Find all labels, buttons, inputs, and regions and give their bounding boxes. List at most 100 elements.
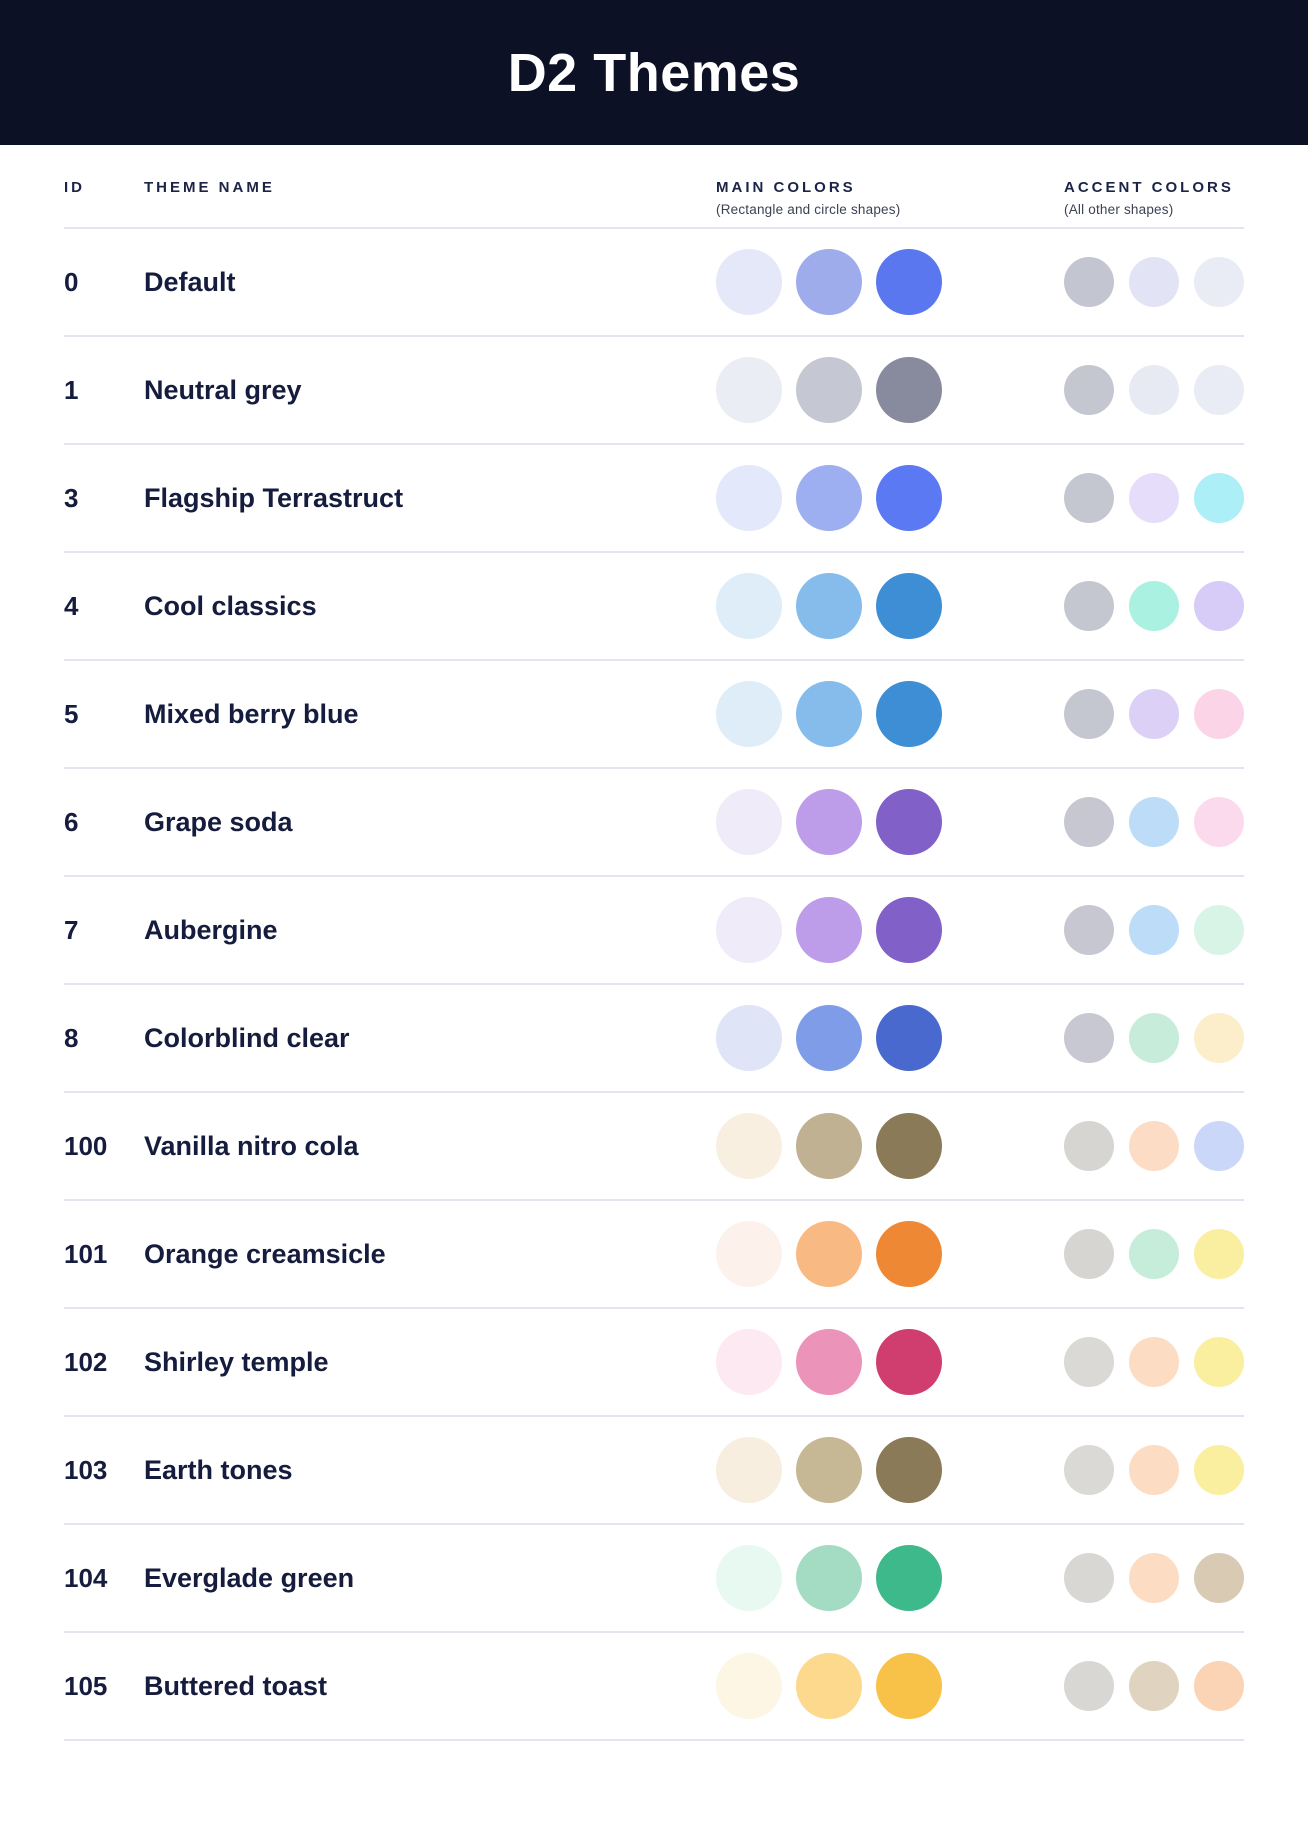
theme-id: 100 (64, 1130, 108, 1161)
accent-colors-label: ACCENT COLORS (1064, 179, 1234, 196)
main-color-swatch-1 (716, 1005, 782, 1071)
table-row: 105 Buttered toast (64, 1633, 1244, 1741)
accent-color-swatch-1 (1064, 1553, 1114, 1603)
accent-color-swatch-1 (1064, 1013, 1114, 1063)
accent-colors-sublabel: (All other shapes) (1064, 202, 1174, 217)
accent-color-swatches (1064, 1661, 1244, 1711)
main-color-swatch-1 (716, 681, 782, 747)
accent-color-swatch-3 (1194, 365, 1244, 415)
accent-color-swatch-2 (1129, 365, 1179, 415)
table-row: 101 Orange creamsicle (64, 1201, 1244, 1309)
theme-id: 102 (64, 1346, 108, 1377)
table-row: 100 Vanilla nitro cola (64, 1093, 1244, 1201)
main-color-swatch-2 (796, 1005, 862, 1071)
main-colors-label: MAIN COLORS (716, 179, 856, 196)
main-color-swatch-1 (716, 1113, 782, 1179)
main-color-swatch-3 (876, 1437, 942, 1503)
main-color-swatch-3 (876, 1113, 942, 1179)
accent-color-swatch-3 (1194, 1445, 1244, 1495)
theme-name: Neutral grey (144, 374, 302, 405)
column-header-main-colors: MAIN COLORS (Rectangle and circle shapes… (716, 179, 1064, 217)
theme-name: Flagship Terrastruct (144, 482, 404, 513)
accent-color-swatches (1064, 797, 1244, 847)
accent-color-swatches (1064, 1553, 1244, 1603)
theme-name: Colorblind clear (144, 1022, 350, 1053)
theme-id: 104 (64, 1562, 108, 1593)
accent-color-swatch-2 (1129, 473, 1179, 523)
accent-color-swatch-3 (1194, 1013, 1244, 1063)
table-row: 1 Neutral grey (64, 337, 1244, 445)
accent-color-swatch-3 (1194, 1337, 1244, 1387)
main-color-swatch-3 (876, 897, 942, 963)
accent-color-swatch-1 (1064, 581, 1114, 631)
theme-name: Earth tones (144, 1454, 293, 1485)
main-color-swatch-2 (796, 1329, 862, 1395)
accent-color-swatch-2 (1129, 581, 1179, 631)
accent-color-swatch-2 (1129, 1661, 1179, 1711)
accent-color-swatches (1064, 1229, 1244, 1279)
main-color-swatch-1 (716, 1329, 782, 1395)
theme-id: 103 (64, 1454, 108, 1485)
main-color-swatch-1 (716, 465, 782, 531)
theme-id: 105 (64, 1670, 108, 1701)
accent-color-swatches (1064, 581, 1244, 631)
main-color-swatches (716, 1437, 1064, 1503)
accent-color-swatches (1064, 1337, 1244, 1387)
theme-name: Cool classics (144, 590, 317, 621)
theme-name: Grape soda (144, 806, 293, 837)
accent-color-swatch-2 (1129, 1121, 1179, 1171)
main-color-swatches (716, 1221, 1064, 1287)
main-color-swatch-3 (876, 681, 942, 747)
accent-color-swatch-2 (1129, 1013, 1179, 1063)
main-color-swatches (716, 573, 1064, 639)
main-color-swatch-2 (796, 465, 862, 531)
main-color-swatches (716, 1329, 1064, 1395)
main-color-swatches (716, 1653, 1064, 1719)
main-color-swatches (716, 465, 1064, 531)
main-color-swatch-1 (716, 249, 782, 315)
main-color-swatches (716, 1545, 1064, 1611)
theme-id: 3 (64, 482, 79, 513)
main-color-swatch-2 (796, 897, 862, 963)
main-color-swatch-2 (796, 1437, 862, 1503)
main-color-swatches (716, 789, 1064, 855)
accent-color-swatch-3 (1194, 257, 1244, 307)
accent-color-swatch-2 (1129, 1337, 1179, 1387)
accent-color-swatches (1064, 905, 1244, 955)
accent-color-swatch-1 (1064, 257, 1114, 307)
table-body: 0 Default 1 Neutral grey 3 Flagship Terr… (64, 227, 1244, 1741)
theme-name: Vanilla nitro cola (144, 1130, 359, 1161)
main-color-swatch-3 (876, 465, 942, 531)
accent-color-swatch-3 (1194, 1229, 1244, 1279)
main-colors-sublabel: (Rectangle and circle shapes) (716, 202, 901, 217)
accent-color-swatches (1064, 1013, 1244, 1063)
accent-color-swatch-1 (1064, 1121, 1114, 1171)
main-color-swatch-2 (796, 681, 862, 747)
accent-color-swatch-3 (1194, 689, 1244, 739)
main-color-swatch-1 (716, 573, 782, 639)
accent-color-swatches (1064, 1121, 1244, 1171)
accent-color-swatches (1064, 257, 1244, 307)
theme-id: 6 (64, 806, 79, 837)
main-color-swatches (716, 681, 1064, 747)
theme-name: Buttered toast (144, 1670, 328, 1701)
accent-color-swatch-3 (1194, 1121, 1244, 1171)
main-color-swatch-2 (796, 1221, 862, 1287)
page-header: D2 Themes (0, 0, 1308, 145)
theme-name: Aubergine (144, 914, 278, 945)
main-color-swatch-1 (716, 1545, 782, 1611)
table-row: 6 Grape soda (64, 769, 1244, 877)
column-header-theme-name: THEME NAME (144, 179, 275, 196)
theme-id: 1 (64, 374, 79, 405)
accent-color-swatch-3 (1194, 473, 1244, 523)
main-color-swatch-2 (796, 357, 862, 423)
accent-color-swatches (1064, 473, 1244, 523)
table-row: 4 Cool classics (64, 553, 1244, 661)
main-color-swatch-3 (876, 1221, 942, 1287)
main-color-swatch-2 (796, 1113, 862, 1179)
main-color-swatch-3 (876, 1005, 942, 1071)
page-title: D2 Themes (507, 42, 801, 103)
table-row: 5 Mixed berry blue (64, 661, 1244, 769)
theme-id: 5 (64, 698, 79, 729)
main-color-swatch-1 (716, 789, 782, 855)
